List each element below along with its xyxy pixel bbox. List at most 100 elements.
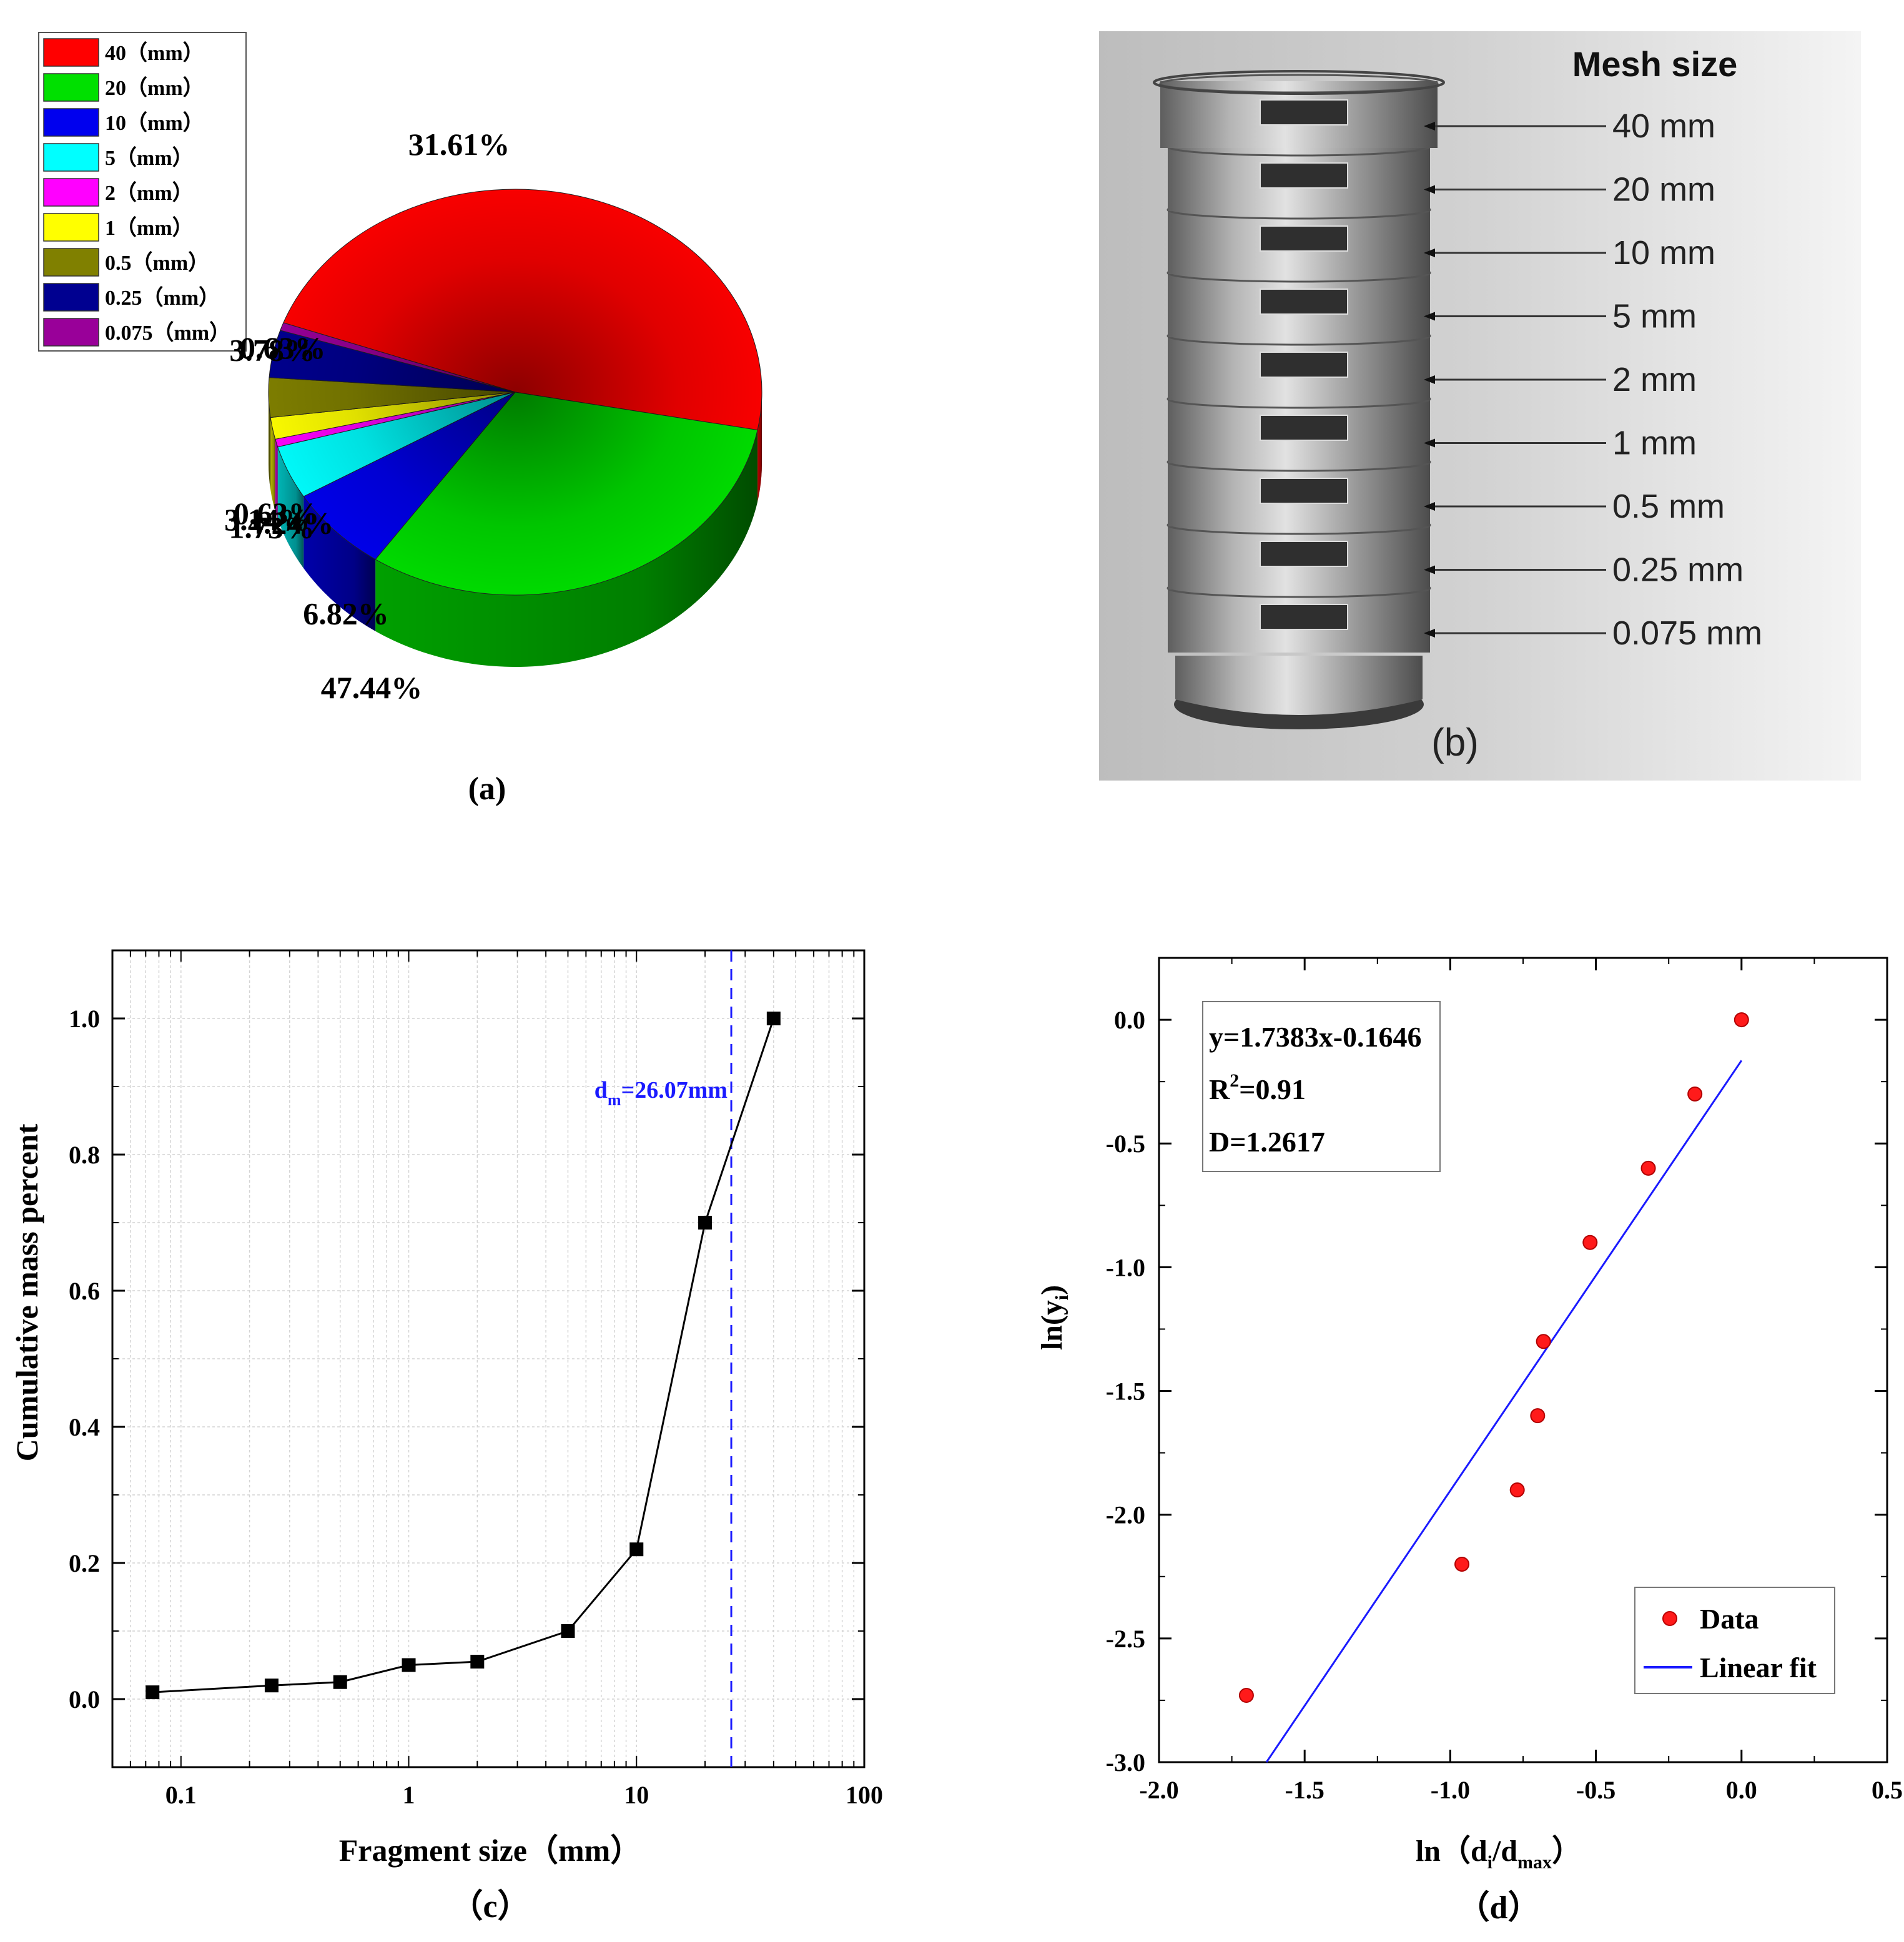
sieve-top-rim xyxy=(1153,70,1445,95)
d-ytick-label-0: 0.0 xyxy=(1114,1006,1145,1034)
pie-legend: 40（mm） 20（mm） 10（mm） 5（mm） 2（mm） 1（mm） 0.5（mm）… xyxy=(38,32,247,352)
fit-equation: y=1.7383x-0.1646 xyxy=(1209,1021,1422,1053)
mesh-pointer-arrow-1 xyxy=(1424,185,1435,194)
panel-c-cumulative: 0.0 0.2 0.4 0.6 0.8 1.0 0.1 1 10 100 dm=26.07mm C… xyxy=(0,918,937,1942)
d-point-3 xyxy=(1582,1235,1598,1250)
fractal-chart: 0.0-0.5-1.0-1.5-2.0-2.5-3.0-2.0 -1.5 -1.0-… xyxy=(1035,957,1903,1926)
d-xtick-label-5: 0.5 xyxy=(1872,1776,1903,1804)
legend-swatch-5 xyxy=(43,213,99,242)
cumulative-chart: 0.0 0.2 0.4 0.6 0.8 1.0 0.1 1 10 100 dm=26.07mm C… xyxy=(9,949,883,1925)
c-grid xyxy=(112,950,864,1768)
pie-side-shade-5-0 xyxy=(270,417,275,511)
d-axes: 0.0-0.5-1.0-1.5-2.0-2.5-3.0-2.0 -1.5 -1.0-… xyxy=(1106,957,1903,1804)
fit-r2: R2=0.91 xyxy=(1209,1070,1306,1105)
legend-label-5: 1（mm） xyxy=(105,215,194,240)
d-ytick-label-5: -2.5 xyxy=(1106,1625,1145,1653)
pie-label-0: 47.44% xyxy=(321,670,423,705)
c-point-2 xyxy=(333,1675,347,1689)
c-point-4 xyxy=(470,1655,485,1669)
c-y-axis-label: Cumulative mass percent xyxy=(9,1123,44,1461)
mesh-label-1: 20 mm xyxy=(1612,171,1715,209)
pie-side-shade-1-0 xyxy=(375,430,758,667)
mesh-label-2: 10 mm xyxy=(1612,234,1715,272)
mesh-label-7: 0.25 mm xyxy=(1612,551,1744,589)
panel-c-label: （c） xyxy=(450,1888,530,1925)
sieve-nameplate-1 xyxy=(1260,162,1348,189)
panel-a-label: (a) xyxy=(468,771,506,807)
d-ylabel-sub: i xyxy=(1052,1295,1072,1300)
d-data xyxy=(1238,1012,1749,1763)
c-x-axis-label: Fragment size（mm） xyxy=(339,1833,642,1868)
panel-b-sieve-photo: Mesh size 40 mm 20 mm 10 mm 5 mm 2 mm 1 mm 0.5… xyxy=(1099,31,1861,781)
pie-top xyxy=(268,189,762,596)
d-xtick-label-2: -1.0 xyxy=(1431,1776,1470,1804)
legend-label-6: 0.5（mm） xyxy=(105,250,209,275)
mesh-pointer-arrow-3 xyxy=(1424,312,1435,321)
legend-label-0: 40（mm） xyxy=(105,41,204,65)
mesh-label-6: 0.5 mm xyxy=(1612,488,1725,525)
c-point-3 xyxy=(402,1658,416,1672)
fit-annotation-box xyxy=(1202,1001,1441,1172)
legend-label-4: 2（mm） xyxy=(105,180,194,205)
pie-label-1: 31.61% xyxy=(408,127,510,162)
c-axes: 0.0 0.2 0.4 0.6 0.8 1.0 0.1 1 10 100 xyxy=(69,949,883,1809)
dm-label-main: d xyxy=(594,1077,608,1103)
mesh-pointer-arrow-0 xyxy=(1424,122,1435,131)
sieve-nameplate-6 xyxy=(1260,478,1348,504)
c-point-5 xyxy=(561,1624,575,1638)
dm-label-sub: m xyxy=(608,1091,621,1109)
pie-label-4: 0.63% xyxy=(234,496,320,531)
sieve-stack xyxy=(1153,70,1445,729)
r2-main: R xyxy=(1209,1073,1230,1105)
d-point-1 xyxy=(1687,1086,1703,1102)
pie-chart: 40（mm） 20（mm） 10（mm） 5（mm） 2（mm） 1（mm） 0.5（mm）… xyxy=(38,32,762,807)
d-xlabel-sub1: i xyxy=(1487,1852,1492,1873)
d-xtick-label-4: 0.0 xyxy=(1726,1776,1757,1804)
d-xtick-label-3: -0.5 xyxy=(1576,1776,1615,1804)
pie-sides xyxy=(269,392,762,667)
legend-swatch-4 xyxy=(43,178,99,207)
sieve-nameplate-5 xyxy=(1260,415,1348,441)
pie-label-6: 3.14% xyxy=(224,502,310,537)
d-y-axis-label: ln(yi) xyxy=(1035,1285,1072,1350)
legend-data-marker xyxy=(1662,1611,1677,1626)
pie-side-shade-3-0 xyxy=(277,446,304,569)
c-point-1 xyxy=(264,1678,279,1693)
sieve-pan xyxy=(1175,656,1423,715)
mesh-label-0: 40 mm xyxy=(1612,107,1715,145)
legend-fit-label: Linear fit xyxy=(1700,1652,1817,1683)
d-fit-line xyxy=(1265,1060,1743,1763)
legend-swatch-1 xyxy=(43,73,99,102)
mesh-label-8: 0.075 mm xyxy=(1612,614,1762,652)
legend-label-2: 10（mm） xyxy=(105,111,204,135)
d-ytick-label-3: -1.5 xyxy=(1106,1378,1145,1406)
c-xtick-label-0: 0.1 xyxy=(165,1781,197,1809)
d-point-7 xyxy=(1454,1556,1470,1572)
sieve-photo: Mesh size 40 mm 20 mm 10 mm 5 mm 2 mm 1 mm 0.5… xyxy=(1099,31,1861,781)
d-xtick-label-1: -1.5 xyxy=(1285,1776,1324,1804)
pie-side-shade-6-0 xyxy=(269,392,271,490)
c-ytick-label-0: 0.0 xyxy=(69,1685,100,1713)
legend-label-7: 0.25（mm） xyxy=(105,285,220,310)
c-ytick-label-2: 0.4 xyxy=(69,1413,100,1441)
pie-side-shade-0-0 xyxy=(757,392,762,502)
sieve-nameplate-7 xyxy=(1260,541,1348,567)
d-xlabel-mid: /d xyxy=(1492,1835,1517,1868)
pie-side-shade-4-0 xyxy=(275,439,278,519)
d-point-8 xyxy=(1238,1687,1254,1703)
d-xlabel-main: ln（d xyxy=(1416,1835,1487,1868)
c-point-0 xyxy=(146,1685,160,1700)
legend-swatch-6 xyxy=(43,248,99,277)
sieve-nameplate-3 xyxy=(1260,288,1348,315)
panel-d-label: （d） xyxy=(1458,1890,1541,1926)
d-point-5 xyxy=(1530,1408,1546,1424)
legend-label-1: 20（mm） xyxy=(105,76,204,100)
d-x-axis-label: ln（di/dmax） xyxy=(1416,1835,1582,1873)
mesh-label-5: 1 mm xyxy=(1612,425,1697,462)
mesh-pointer-arrow-6 xyxy=(1424,502,1435,511)
c-ytick-label-5: 1.0 xyxy=(69,1005,100,1033)
panel-a-pie: 40（mm） 20（mm） 10（mm） 5（mm） 2（mm） 1（mm） 0.5（mm）… xyxy=(0,0,937,843)
pie-labels: 47.44%31.61%6.82%4.24%0.63%1.73%3.14%3.7… xyxy=(224,127,510,705)
legend-label-3: 5（mm） xyxy=(105,145,194,170)
c-plot-frame xyxy=(111,949,866,1768)
